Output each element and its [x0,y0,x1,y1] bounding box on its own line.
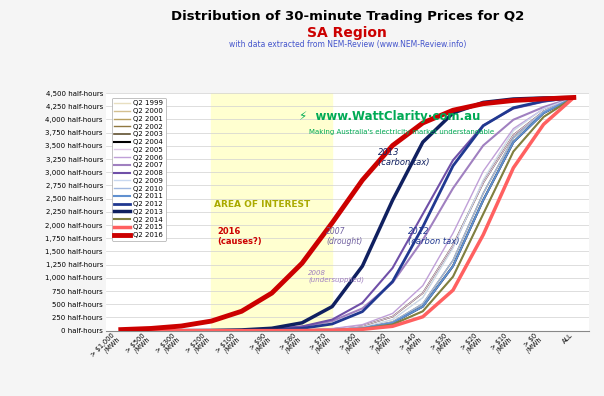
Text: AREA OF INTEREST: AREA OF INTEREST [214,200,310,209]
Bar [211,93,332,331]
Text: 2007
(drought): 2007 (drought) [326,227,362,246]
Legend: Q2 1999, Q2 2000, Q2 2001, Q2 2002, Q2 2003, Q2 2004, Q2 2005, Q2 2006, Q2 2007,: Q2 1999, Q2 2000, Q2 2001, Q2 2002, Q2 2… [112,98,166,241]
Text: 2016
(causes?): 2016 (causes?) [217,227,262,246]
Text: 2012
(carbon tax): 2012 (carbon tax) [408,227,459,246]
Text: with data extracted from NEM-Review (www.NEM-Review.info): with data extracted from NEM-Review (www… [228,40,466,49]
Text: Making Australia's electricity market understandable: Making Australia's electricity market un… [309,129,493,135]
Text: ⚡  www.WattClarity·com.au: ⚡ www.WattClarity·com.au [299,110,480,123]
Text: SA Region: SA Region [307,26,387,40]
Text: 2008
(undersupplied): 2008 (undersupplied) [308,270,364,283]
Text: Distribution of 30-minute Trading Prices for Q2: Distribution of 30-minute Trading Prices… [171,10,524,23]
Text: 2013
(carbon tax): 2013 (carbon tax) [378,148,429,167]
